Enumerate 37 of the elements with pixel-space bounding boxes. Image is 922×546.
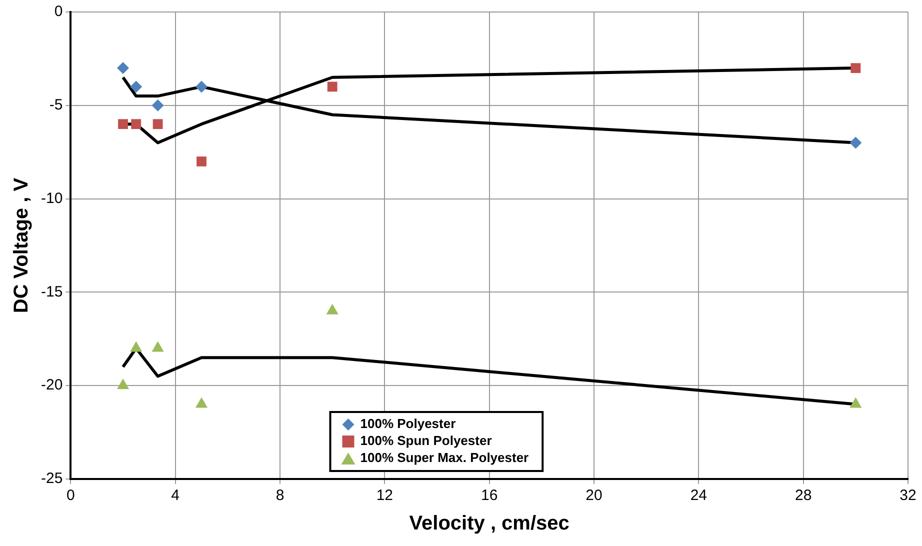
point — [196, 156, 206, 166]
point — [152, 341, 164, 352]
y-tick-label: -5 — [49, 96, 63, 114]
y-tick-label: -10 — [40, 190, 63, 207]
x-axis-title: Velocity , cm/sec — [409, 512, 570, 535]
point — [152, 99, 164, 112]
x-tick-label: 0 — [66, 487, 75, 504]
legend-label: 100% Super Max. Polyester — [360, 450, 529, 466]
x-tick-label: 24 — [690, 487, 708, 504]
x-tick-label: 12 — [376, 487, 394, 504]
point — [117, 62, 130, 74]
point — [326, 304, 338, 314]
x-tick-label: 28 — [794, 487, 812, 504]
point — [152, 119, 163, 130]
point — [130, 341, 142, 352]
x-tick-label: 8 — [276, 487, 284, 504]
point — [116, 378, 130, 390]
x-tick-label: 20 — [586, 487, 602, 504]
point — [327, 82, 338, 92]
point — [195, 397, 208, 408]
y-tick-label: 0 — [54, 3, 63, 20]
y-tick-label: -15 — [40, 283, 63, 300]
y-axis-title: DC Voltage , V — [10, 177, 33, 314]
y-tick-label: -20 — [40, 376, 63, 394]
point — [850, 397, 862, 408]
x-tick-label: 32 — [900, 487, 916, 504]
point — [850, 136, 862, 149]
point — [196, 80, 208, 93]
point — [131, 119, 142, 130]
point — [118, 119, 128, 130]
legend-label: 100% Polyester — [360, 416, 456, 432]
y-tick-label: -25 — [40, 470, 63, 488]
x-tick-label: 16 — [480, 487, 498, 504]
x-tick-label: 4 — [171, 487, 180, 504]
point — [130, 80, 142, 93]
legend-label: 100% Spun Polyester — [360, 433, 492, 448]
point — [850, 63, 861, 73]
